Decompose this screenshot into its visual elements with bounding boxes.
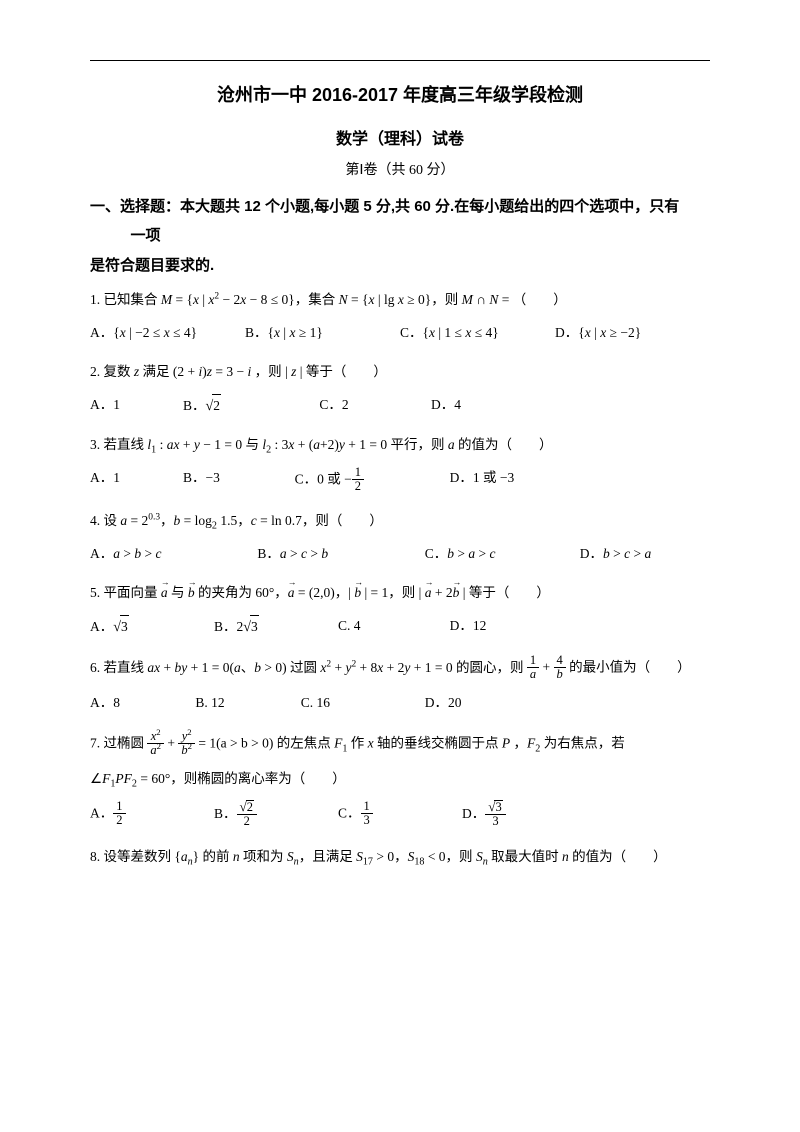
- q1-blank: （ ）: [513, 292, 567, 307]
- q1-opt-c: C．{x | 1 ≤ x ≤ 4}: [400, 322, 555, 345]
- q3-opt-d: D．1 或 −3: [450, 467, 515, 494]
- q2-options: A．1 B．2 C．2 D．4: [90, 394, 710, 418]
- q4-options: A．a > b > c B．a > c > b C．b > a > c D．b …: [90, 543, 710, 566]
- q1-opt-d: D．{x | x ≥ −2}: [555, 322, 710, 345]
- question-8: 8. 设等差数列 {an} 的前 n 项和为 Sn，且满足 S17 > 0，S1…: [90, 846, 710, 869]
- q4-opt-a: A．a > b > c: [90, 543, 257, 566]
- question-2: 2. 复数 z 满足 (2 + i)z = 3 − i ，则 | z | 等于（…: [90, 361, 710, 384]
- q6-opt-d: D．20: [425, 692, 462, 715]
- q6-post: 的最小值为（ ）: [569, 660, 691, 675]
- question-7-line2: ∠F1PF2 = 60°，则椭圆的离心率为（ ）: [90, 768, 710, 791]
- q5-opt-a: A．3: [90, 615, 214, 639]
- q3-opt-c: C．0 或 −12: [295, 467, 450, 494]
- q1-options: A．{x | −2 ≤ x ≤ 4} B．{x | x ≥ 1} C．{x | …: [90, 322, 710, 345]
- question-1: 1. 已知集合 M = {x | x2 − 2x − 8 ≤ 0}，集合 N =…: [90, 289, 710, 312]
- q5-options: A．3 B．23 C. 4 D．12: [90, 615, 710, 639]
- section-line2: 一项: [90, 222, 710, 251]
- q3-opt-b: B．−3: [183, 467, 295, 494]
- q6-options: A．8 B. 12 C. 16 D．20: [90, 692, 710, 715]
- main-title: 沧州市一中 2016-2017 年度高三年级学段检测: [90, 81, 710, 107]
- q1-opt-a: A．{x | −2 ≤ x ≤ 4}: [90, 322, 245, 345]
- top-rule: [90, 60, 710, 61]
- q7-opt-c: C．13: [338, 801, 462, 829]
- question-3: 3. 若直线 l1 : ax + y − 1 = 0 与 l2 : 3x + (…: [90, 434, 710, 457]
- q7-options: A．12 B．22 C．13 D．33: [90, 801, 710, 829]
- q6-pre: 6. 若直线 ax + by + 1 = 0(a、b > 0) 过圆 x2 + …: [90, 660, 527, 675]
- section-instructions: 一、选择题：本大题共 12 个小题,每小题 5 分,共 60 分.在每小题给出的…: [90, 193, 710, 250]
- q7-opt-a: A．12: [90, 801, 214, 829]
- q1-opt-b: B．{x | x ≥ 1}: [245, 322, 400, 345]
- section-req: 是符合题目要求的.: [90, 254, 710, 275]
- q4-opt-b: B．a > c > b: [257, 543, 424, 566]
- q5-opt-d: D．12: [450, 615, 487, 639]
- q4-opt-d: D．b > c > a: [580, 543, 652, 566]
- question-7-line1: 7. 过椭圆 x2a2 + y2b2 = 1(a > b > 0) 的左焦点 F…: [90, 731, 710, 758]
- q4-opt-c: C．b > a > c: [425, 543, 580, 566]
- exam-page: 沧州市一中 2016-2017 年度高三年级学段检测 数学（理科）试卷 第Ⅰ卷（…: [0, 0, 800, 919]
- section-line1: 一、选择题：本大题共 12 个小题,每小题 5 分,共 60 分.在每小题给出的…: [90, 193, 710, 222]
- q2-opt-b: B．2: [183, 394, 319, 418]
- q6-opt-a: A．8: [90, 692, 195, 715]
- q7-opt-d: D．33: [462, 801, 506, 829]
- part-label: 第Ⅰ卷（共 60 分）: [90, 159, 710, 179]
- sub-title: 数学（理科）试卷: [90, 125, 710, 149]
- question-4: 4. 设 a = 20.3，b = log2 1.5，c = ln 0.7，则（…: [90, 510, 710, 533]
- q2-opt-d: D．4: [431, 394, 461, 418]
- q3-opt-a: A．1: [90, 467, 183, 494]
- q2-opt-c: C．2: [319, 394, 431, 418]
- q5-opt-b: B．23: [214, 615, 338, 639]
- q2-opt-a: A．1: [90, 394, 183, 418]
- q1-stem-pre: 1. 已知集合: [90, 292, 161, 307]
- q6-opt-c: C. 16: [301, 692, 425, 715]
- question-6: 6. 若直线 ax + by + 1 = 0(a、b > 0) 过圆 x2 + …: [90, 655, 710, 682]
- q6-opt-b: B. 12: [195, 692, 300, 715]
- q5-opt-c: C. 4: [338, 615, 450, 639]
- question-5: 5. 平面向量 a 与 b 的夹角为 60°，a = (2,0)，| b | =…: [90, 582, 710, 605]
- q7-opt-b: B．22: [214, 801, 338, 829]
- q3-options: A．1 B．−3 C．0 或 −12 D．1 或 −3: [90, 467, 710, 494]
